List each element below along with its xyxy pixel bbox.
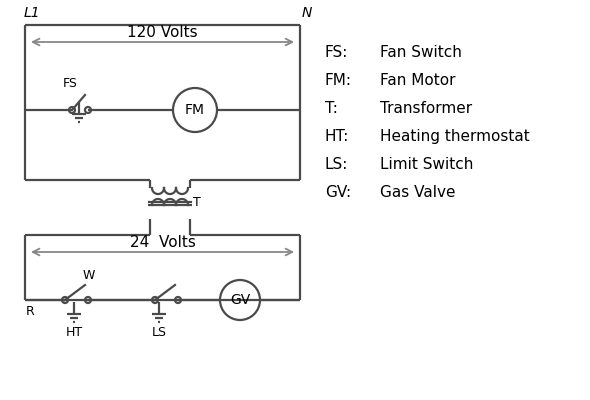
Text: FM:: FM: bbox=[325, 73, 352, 88]
Text: FM: FM bbox=[185, 103, 205, 117]
Text: LS:: LS: bbox=[325, 157, 348, 172]
Circle shape bbox=[152, 297, 158, 303]
Circle shape bbox=[85, 297, 91, 303]
Text: HT: HT bbox=[65, 326, 83, 339]
Circle shape bbox=[152, 297, 158, 303]
Text: T:: T: bbox=[325, 101, 338, 116]
Circle shape bbox=[85, 297, 91, 303]
Text: R: R bbox=[26, 305, 35, 318]
Circle shape bbox=[69, 107, 75, 113]
Text: Transformer: Transformer bbox=[380, 101, 472, 116]
Text: FS:: FS: bbox=[325, 45, 348, 60]
Text: Gas Valve: Gas Valve bbox=[380, 185, 455, 200]
Text: 24  Volts: 24 Volts bbox=[130, 235, 195, 250]
Text: W: W bbox=[83, 269, 95, 282]
Text: GV: GV bbox=[230, 293, 250, 307]
Circle shape bbox=[220, 280, 260, 320]
Text: 120 Volts: 120 Volts bbox=[127, 25, 198, 40]
Circle shape bbox=[62, 297, 68, 303]
Text: Limit Switch: Limit Switch bbox=[380, 157, 473, 172]
Circle shape bbox=[175, 297, 181, 303]
Text: GV:: GV: bbox=[325, 185, 351, 200]
Text: L1: L1 bbox=[24, 6, 41, 20]
Circle shape bbox=[85, 107, 91, 113]
Circle shape bbox=[69, 107, 75, 113]
Circle shape bbox=[175, 297, 181, 303]
Text: HT:: HT: bbox=[325, 129, 349, 144]
Text: Fan Switch: Fan Switch bbox=[380, 45, 462, 60]
Text: T: T bbox=[193, 196, 201, 210]
Text: FS: FS bbox=[63, 77, 77, 90]
Text: LS: LS bbox=[152, 326, 166, 339]
Circle shape bbox=[85, 107, 91, 113]
Circle shape bbox=[173, 88, 217, 132]
Text: Fan Motor: Fan Motor bbox=[380, 73, 455, 88]
Text: N: N bbox=[302, 6, 312, 20]
Circle shape bbox=[62, 297, 68, 303]
Text: Heating thermostat: Heating thermostat bbox=[380, 129, 530, 144]
